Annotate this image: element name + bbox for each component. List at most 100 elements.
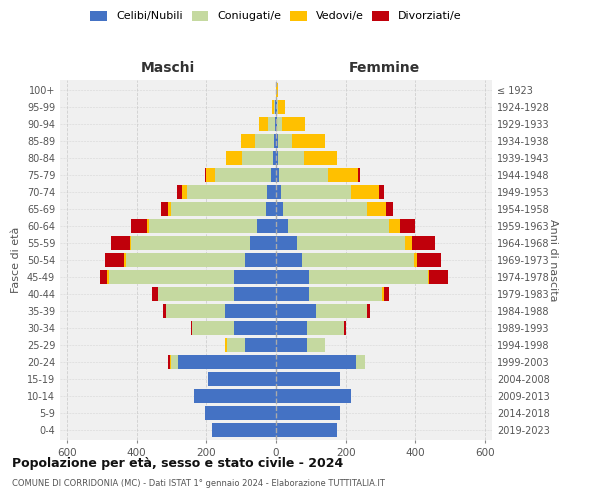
Bar bbox=[276, 253, 302, 267]
Bar bbox=[367, 304, 370, 318]
Legend: Celibi/Nubili, Coniugati/e, Vedovi/e, Divorziati/e: Celibi/Nubili, Coniugati/e, Vedovi/e, Di… bbox=[91, 10, 461, 22]
Bar bbox=[274, 100, 275, 114]
Bar bbox=[107, 270, 109, 284]
Bar bbox=[278, 134, 292, 148]
Bar bbox=[130, 236, 131, 250]
Bar bbox=[400, 219, 415, 234]
Bar bbox=[272, 100, 274, 114]
Bar bbox=[124, 253, 126, 267]
Bar bbox=[276, 134, 278, 148]
Bar bbox=[250, 236, 276, 250]
Bar bbox=[170, 354, 172, 369]
Bar bbox=[278, 100, 286, 114]
Bar bbox=[110, 236, 130, 250]
Bar bbox=[241, 134, 255, 148]
Bar bbox=[275, 100, 276, 114]
Bar bbox=[163, 304, 166, 318]
Bar bbox=[276, 219, 288, 234]
Bar bbox=[344, 320, 346, 335]
Text: COMUNE DI CORRIDONIA (MC) - Dati ISTAT 1° gennaio 2024 - Elaborazione TUTTITALIA: COMUNE DI CORRIDONIA (MC) - Dati ISTAT 1… bbox=[12, 479, 385, 488]
Bar bbox=[428, 270, 429, 284]
Bar bbox=[280, 168, 328, 182]
Bar bbox=[205, 168, 206, 182]
Bar bbox=[405, 236, 412, 250]
Bar bbox=[172, 202, 266, 216]
Bar bbox=[382, 286, 384, 301]
Bar bbox=[212, 422, 276, 437]
Bar bbox=[276, 422, 337, 437]
Bar bbox=[276, 202, 283, 216]
Bar bbox=[276, 320, 307, 335]
Bar bbox=[255, 134, 274, 148]
Y-axis label: Fasce di età: Fasce di età bbox=[11, 227, 21, 293]
Bar bbox=[131, 236, 250, 250]
Bar bbox=[367, 202, 386, 216]
Bar bbox=[276, 354, 356, 369]
Bar bbox=[147, 219, 149, 234]
Bar bbox=[277, 100, 278, 114]
Bar bbox=[307, 320, 344, 335]
Bar bbox=[282, 117, 305, 132]
Bar bbox=[177, 185, 182, 200]
Bar bbox=[351, 185, 379, 200]
Bar bbox=[302, 253, 413, 267]
Bar bbox=[149, 219, 257, 234]
Bar bbox=[283, 202, 367, 216]
Bar bbox=[386, 202, 393, 216]
Bar bbox=[234, 270, 276, 284]
Bar bbox=[309, 286, 382, 301]
Bar bbox=[242, 151, 273, 166]
Bar bbox=[307, 338, 325, 352]
Bar bbox=[234, 286, 276, 301]
Bar bbox=[276, 304, 316, 318]
Bar bbox=[205, 406, 276, 420]
Bar bbox=[384, 286, 389, 301]
Bar bbox=[274, 134, 276, 148]
Bar bbox=[208, 372, 276, 386]
Bar bbox=[281, 185, 351, 200]
Bar bbox=[271, 168, 276, 182]
Text: Popolazione per età, sesso e stato civile - 2024: Popolazione per età, sesso e stato civil… bbox=[12, 458, 343, 470]
Bar bbox=[206, 168, 215, 182]
Y-axis label: Anni di nascita: Anni di nascita bbox=[548, 219, 558, 301]
Bar bbox=[234, 320, 276, 335]
Bar bbox=[389, 219, 400, 234]
Bar bbox=[276, 83, 278, 98]
Bar bbox=[328, 168, 358, 182]
Bar bbox=[131, 219, 147, 234]
Bar bbox=[413, 253, 417, 267]
Bar bbox=[268, 117, 275, 132]
Bar bbox=[276, 286, 309, 301]
Bar bbox=[245, 253, 276, 267]
Bar bbox=[168, 354, 170, 369]
Bar bbox=[275, 117, 276, 132]
Bar bbox=[182, 185, 187, 200]
Bar bbox=[126, 253, 245, 267]
Bar bbox=[429, 270, 448, 284]
Bar bbox=[105, 253, 124, 267]
Bar bbox=[191, 320, 193, 335]
Bar bbox=[227, 338, 245, 352]
Bar bbox=[379, 185, 384, 200]
Bar bbox=[276, 338, 307, 352]
Bar bbox=[278, 151, 304, 166]
Bar bbox=[273, 151, 276, 166]
Bar bbox=[266, 202, 276, 216]
Bar bbox=[276, 406, 340, 420]
Bar bbox=[178, 354, 276, 369]
Bar bbox=[187, 185, 267, 200]
Bar bbox=[358, 168, 359, 182]
Bar bbox=[168, 202, 172, 216]
Bar bbox=[226, 151, 242, 166]
Bar bbox=[288, 219, 389, 234]
Bar bbox=[166, 304, 226, 318]
Bar bbox=[100, 270, 107, 284]
Bar bbox=[152, 286, 158, 301]
Bar bbox=[412, 236, 434, 250]
Bar bbox=[417, 253, 442, 267]
Bar bbox=[276, 185, 281, 200]
Bar bbox=[316, 304, 367, 318]
Bar bbox=[259, 117, 268, 132]
Bar bbox=[356, 354, 365, 369]
Bar bbox=[276, 117, 277, 132]
